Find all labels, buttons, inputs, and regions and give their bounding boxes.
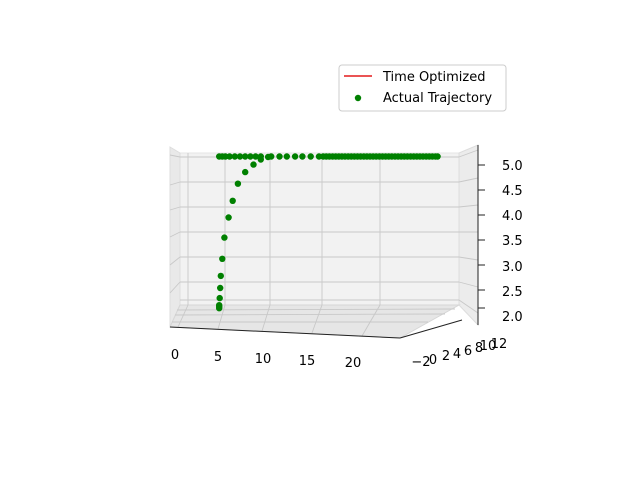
grid-right-1: [458, 149, 479, 158]
trajectory-point: [217, 272, 224, 280]
trajectory-point: [234, 180, 242, 187]
trajectory-point: [276, 153, 283, 160]
trajectory-point: [231, 153, 238, 160]
legend-box: [338, 64, 507, 112]
grid-left-1: [169, 154, 181, 158]
y-tick-label: 12: [491, 337, 508, 352]
grid-floor-y-2: [174, 313, 446, 316]
trajectory-point: [291, 153, 299, 160]
grid-left-4: [169, 231, 181, 238]
tick-marks: [478, 164, 485, 309]
trajectory-point: [252, 153, 259, 160]
grid-left-3: [169, 206, 181, 211]
grid-right-3: [458, 204, 479, 208]
legend-label-time-optimized: Time Optimized: [382, 70, 486, 85]
grid-floor-x-0: [177, 304, 189, 328]
trajectory-point: [250, 161, 257, 168]
trajectory-point: [283, 153, 290, 160]
trajectory-point: [257, 153, 264, 160]
trajectory-point: [242, 168, 249, 176]
y-tick-label: −2: [411, 355, 430, 370]
left-pane: [169, 146, 181, 328]
trajectory-point: [307, 153, 314, 160]
x-tick-label: 15: [299, 354, 316, 369]
grid-floor-x-20: [361, 304, 381, 337]
trajectory-point: [299, 153, 306, 160]
grid-right-7: [458, 299, 479, 314]
y-axis-line: [399, 319, 463, 339]
x-tick-label: 5: [214, 350, 222, 365]
grid-floor-x-5: [217, 304, 226, 330]
right-pane: [458, 144, 479, 327]
y-tick-label: 8: [475, 341, 483, 356]
legend-label-actual-trajectory: Actual Trajectory: [383, 91, 492, 106]
grid-left-2: [169, 181, 181, 186]
y-tick-label: 0: [429, 353, 437, 368]
trajectory-point: [229, 197, 236, 204]
actual-trajectory-points: [216, 153, 441, 312]
x-axis-line: [169, 326, 401, 339]
trajectory-point: [219, 255, 226, 262]
y-tick-labels: −2 0 2 4 6 8 10 12: [411, 337, 507, 370]
axis-lines: [169, 145, 479, 339]
z-tick-label: 3.0: [502, 260, 523, 275]
z-tick-label: 3.5: [502, 234, 523, 249]
z-tick-label: 2.5: [502, 285, 523, 300]
grid-floor-y-3: [176, 308, 456, 311]
x-tick-label: 0: [171, 348, 179, 363]
x-tick-labels: 0 5 10 15 20: [171, 348, 361, 371]
trajectory-point: [216, 294, 223, 302]
y-tick-label: 10: [480, 339, 497, 354]
trajectory-point: [216, 302, 223, 309]
grid-right-2: [458, 177, 479, 183]
x-tick-label: 10: [255, 352, 272, 367]
z-tick-label: 2.0: [502, 310, 523, 325]
trajectory-point: [247, 153, 254, 160]
legend-dot-marker: [354, 94, 362, 102]
trajectory-point: [242, 153, 249, 160]
grid-left-5: [169, 256, 181, 266]
z-tick-label: 4.0: [502, 209, 523, 224]
x-tick-label: 20: [345, 356, 362, 371]
trajectory-point: [217, 284, 224, 292]
z-tick-label: 5.0: [502, 159, 523, 174]
trajectory-point: [226, 153, 233, 160]
trajectory-point: [225, 214, 232, 221]
y-tick-label: 6: [464, 344, 472, 359]
z-tick-labels: 2.0 2.5 3.0 3.5 4.0 4.5 5.0: [502, 159, 523, 325]
trajectory-point: [268, 153, 275, 160]
grid-left-6: [169, 281, 181, 294]
grid-right-5: [458, 256, 479, 261]
y-tick-label: 4: [453, 347, 461, 362]
trajectory-point: [221, 234, 228, 241]
y-tick-label: 2: [442, 349, 450, 364]
z-tick-label: 4.5: [502, 184, 523, 199]
trajectory-point: [236, 153, 244, 160]
trajectory-point: [434, 153, 441, 160]
axes-panes: [169, 144, 479, 339]
legend: Time Optimized Actual Trajectory: [338, 64, 507, 112]
grid-right-6: [458, 281, 479, 288]
